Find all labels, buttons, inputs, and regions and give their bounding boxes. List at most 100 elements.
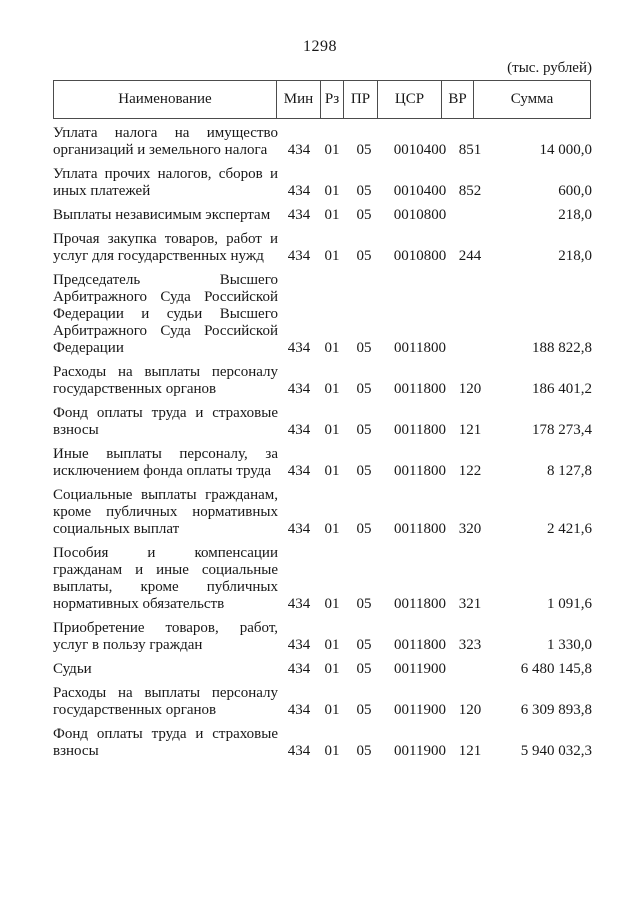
pr-cell: 05 <box>356 521 372 537</box>
csr-cell: 0010400 <box>393 183 447 199</box>
table-header-row: Наименование Мин Рз ПР ЦСР ВР Сумма <box>53 80 591 119</box>
name-cell: Приобретение товаров, работ, услуг в пол… <box>53 620 278 653</box>
rz-cell: 01 <box>324 183 340 199</box>
min-cell: 434 <box>287 207 311 223</box>
sum-cell: 186 401,2 <box>532 381 592 397</box>
pr-cell: 05 <box>356 248 372 264</box>
name-cell: Пособия и компенсации гражданам и иные с… <box>53 545 278 612</box>
vr-cell: 120 <box>458 702 482 718</box>
vr-cell: 321 <box>458 596 482 612</box>
table-row: Приобретение товаров, работ, услуг в пол… <box>53 620 592 654</box>
name-cell: Судьи <box>53 661 92 677</box>
pr-cell: 05 <box>356 422 372 438</box>
name-cell: Выплаты независимым экспертам <box>53 207 271 223</box>
vr-cell: 323 <box>458 637 482 653</box>
table-row: Социальные выплаты гражданам, кроме публ… <box>53 487 592 538</box>
sum-cell: 8 127,8 <box>547 463 592 479</box>
csr-cell: 0011900 <box>394 743 446 759</box>
units-label: (тыс. рублей) <box>507 60 592 76</box>
name-cell: Расходы на выплаты персоналу государстве… <box>53 364 278 397</box>
min-cell: 434 <box>287 463 311 479</box>
vr-cell: 121 <box>458 743 482 759</box>
pr-cell: 05 <box>356 381 372 397</box>
header-cell-rz: Рз <box>321 81 344 118</box>
rz-cell: 01 <box>324 340 340 356</box>
name-cell: Иные выплаты персоналу, за исключением ф… <box>53 446 278 479</box>
csr-cell: 0011800 <box>394 463 446 479</box>
sum-cell: 1 330,0 <box>547 637 592 653</box>
name-cell: Уплата налога на имущество организаций и… <box>53 125 278 158</box>
csr-cell: 0011800 <box>394 637 446 653</box>
csr-cell: 0011900 <box>394 661 446 677</box>
rz-cell: 01 <box>324 422 340 438</box>
sum-cell: 2 421,6 <box>547 521 592 537</box>
min-cell: 434 <box>287 142 311 158</box>
min-cell: 434 <box>287 381 311 397</box>
table-row: Председатель Высшего Арбитражного Суда Р… <box>53 272 592 357</box>
vr-cell: 851 <box>458 142 482 158</box>
pr-cell: 05 <box>356 340 372 356</box>
page-number: 1298 <box>303 38 337 55</box>
rz-cell: 01 <box>324 207 340 223</box>
rz-cell: 01 <box>324 248 340 264</box>
csr-cell: 0010800 <box>393 248 447 264</box>
pr-cell: 05 <box>356 661 372 677</box>
sum-cell: 14 000,0 <box>539 142 593 158</box>
min-cell: 434 <box>287 248 311 264</box>
csr-cell: 0011800 <box>394 340 446 356</box>
header-cell-vr: ВР <box>442 81 474 118</box>
name-cell: Уплата прочих налогов, сборов и иных пла… <box>53 166 278 199</box>
table-row: Выплаты независимым экспертам 434 01 05 … <box>53 207 592 224</box>
sum-cell: 6 309 893,8 <box>520 702 592 718</box>
pr-cell: 05 <box>356 743 372 759</box>
csr-cell: 0010400 <box>393 142 447 158</box>
vr-cell: 320 <box>458 521 482 537</box>
pr-cell: 05 <box>356 142 372 158</box>
table-row: Прочая закупка товаров, работ и услуг дл… <box>53 231 592 265</box>
csr-cell: 0011800 <box>394 596 446 612</box>
pr-cell: 05 <box>356 463 372 479</box>
rz-cell: 01 <box>324 521 340 537</box>
sum-cell: 218,0 <box>558 248 592 264</box>
min-cell: 434 <box>287 596 311 612</box>
min-cell: 434 <box>287 521 311 537</box>
name-cell: Расходы на выплаты персоналу государстве… <box>53 685 278 718</box>
min-cell: 434 <box>287 661 311 677</box>
csr-cell: 0010800 <box>393 207 447 223</box>
min-cell: 434 <box>287 422 311 438</box>
pr-cell: 05 <box>356 702 372 718</box>
rz-cell: 01 <box>324 661 340 677</box>
sum-cell: 178 273,4 <box>532 422 592 438</box>
rz-cell: 01 <box>324 463 340 479</box>
header-cell-min: Мин <box>277 81 321 118</box>
rz-cell: 01 <box>324 743 340 759</box>
table-row: Иные выплаты персоналу, за исключением ф… <box>53 446 592 480</box>
name-cell: Прочая закупка товаров, работ и услуг дл… <box>53 231 278 264</box>
table-row: Расходы на выплаты персоналу государстве… <box>53 364 592 398</box>
table-row: Судьи 434 01 05 0011900 6 480 145,8 <box>53 661 592 678</box>
pr-cell: 05 <box>356 596 372 612</box>
vr-cell: 121 <box>458 422 482 438</box>
name-cell: Фонд оплаты труда и страховые взносы <box>53 405 278 438</box>
sum-cell: 188 822,8 <box>532 340 592 356</box>
min-cell: 434 <box>287 743 311 759</box>
vr-cell: 852 <box>458 183 482 199</box>
rz-cell: 01 <box>324 142 340 158</box>
csr-cell: 0011800 <box>394 521 446 537</box>
sum-cell: 6 480 145,8 <box>520 661 592 677</box>
pr-cell: 05 <box>356 183 372 199</box>
min-cell: 434 <box>287 183 311 199</box>
sum-cell: 218,0 <box>558 207 592 223</box>
rz-cell: 01 <box>324 702 340 718</box>
name-cell: Социальные выплаты гражданам, кроме публ… <box>53 487 278 537</box>
header-cell-sum: Сумма <box>510 91 554 107</box>
table-row: Фонд оплаты труда и страховые взносы 434… <box>53 405 592 439</box>
pr-cell: 05 <box>356 637 372 653</box>
name-cell: Председатель Высшего Арбитражного Суда Р… <box>53 272 278 356</box>
header-cell-pr: ПР <box>344 81 378 118</box>
sum-cell: 5 940 032,3 <box>520 743 592 759</box>
vr-cell: 122 <box>458 463 482 479</box>
rz-cell: 01 <box>324 596 340 612</box>
csr-cell: 0011900 <box>394 702 446 718</box>
